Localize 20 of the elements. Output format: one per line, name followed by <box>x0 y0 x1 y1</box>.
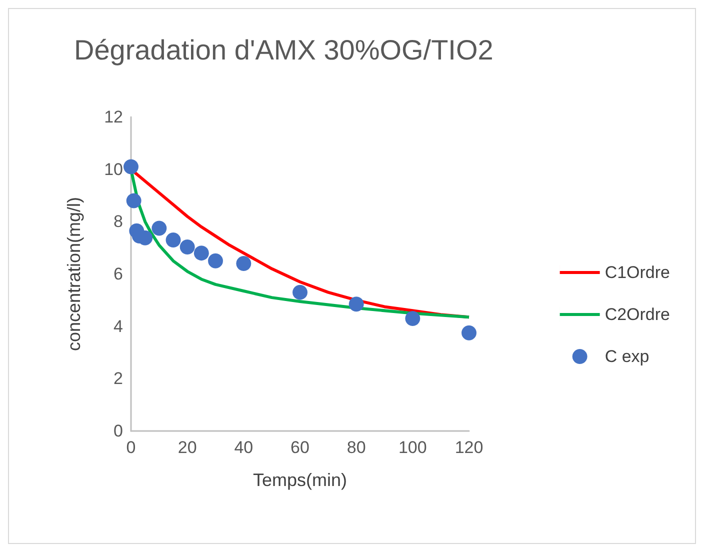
y-tick-label: 2 <box>114 369 123 388</box>
y-tick-label: 10 <box>104 160 123 179</box>
x-tick-label: 120 <box>454 438 484 457</box>
y-tick-label: 6 <box>114 264 123 284</box>
x-axis-title: Temps(min) <box>252 470 348 490</box>
y-tick-label: 0 <box>114 422 123 440</box>
y-tick-label: 4 <box>114 316 123 336</box>
x-tick-label: 100 <box>398 438 427 457</box>
legend-label: C1Ordre <box>604 263 670 282</box>
x-tick-label: 40 <box>234 438 254 457</box>
y-axis-title: concentration(mg/l) <box>64 196 84 352</box>
legend-label: C2Ordre <box>604 305 670 324</box>
y-tick-label: 12 <box>104 108 123 126</box>
x-tick-label: 60 <box>290 438 310 457</box>
x-tick-label: 20 <box>178 438 197 457</box>
x-tick-label: 0 <box>126 438 136 457</box>
y-tick-label: 8 <box>114 212 123 232</box>
legend-label: C exp <box>604 347 650 366</box>
x-tick-label: 80 <box>346 438 366 457</box>
chart-title: Dégradation d'AMX 30%OG/TIO2 <box>74 34 494 66</box>
